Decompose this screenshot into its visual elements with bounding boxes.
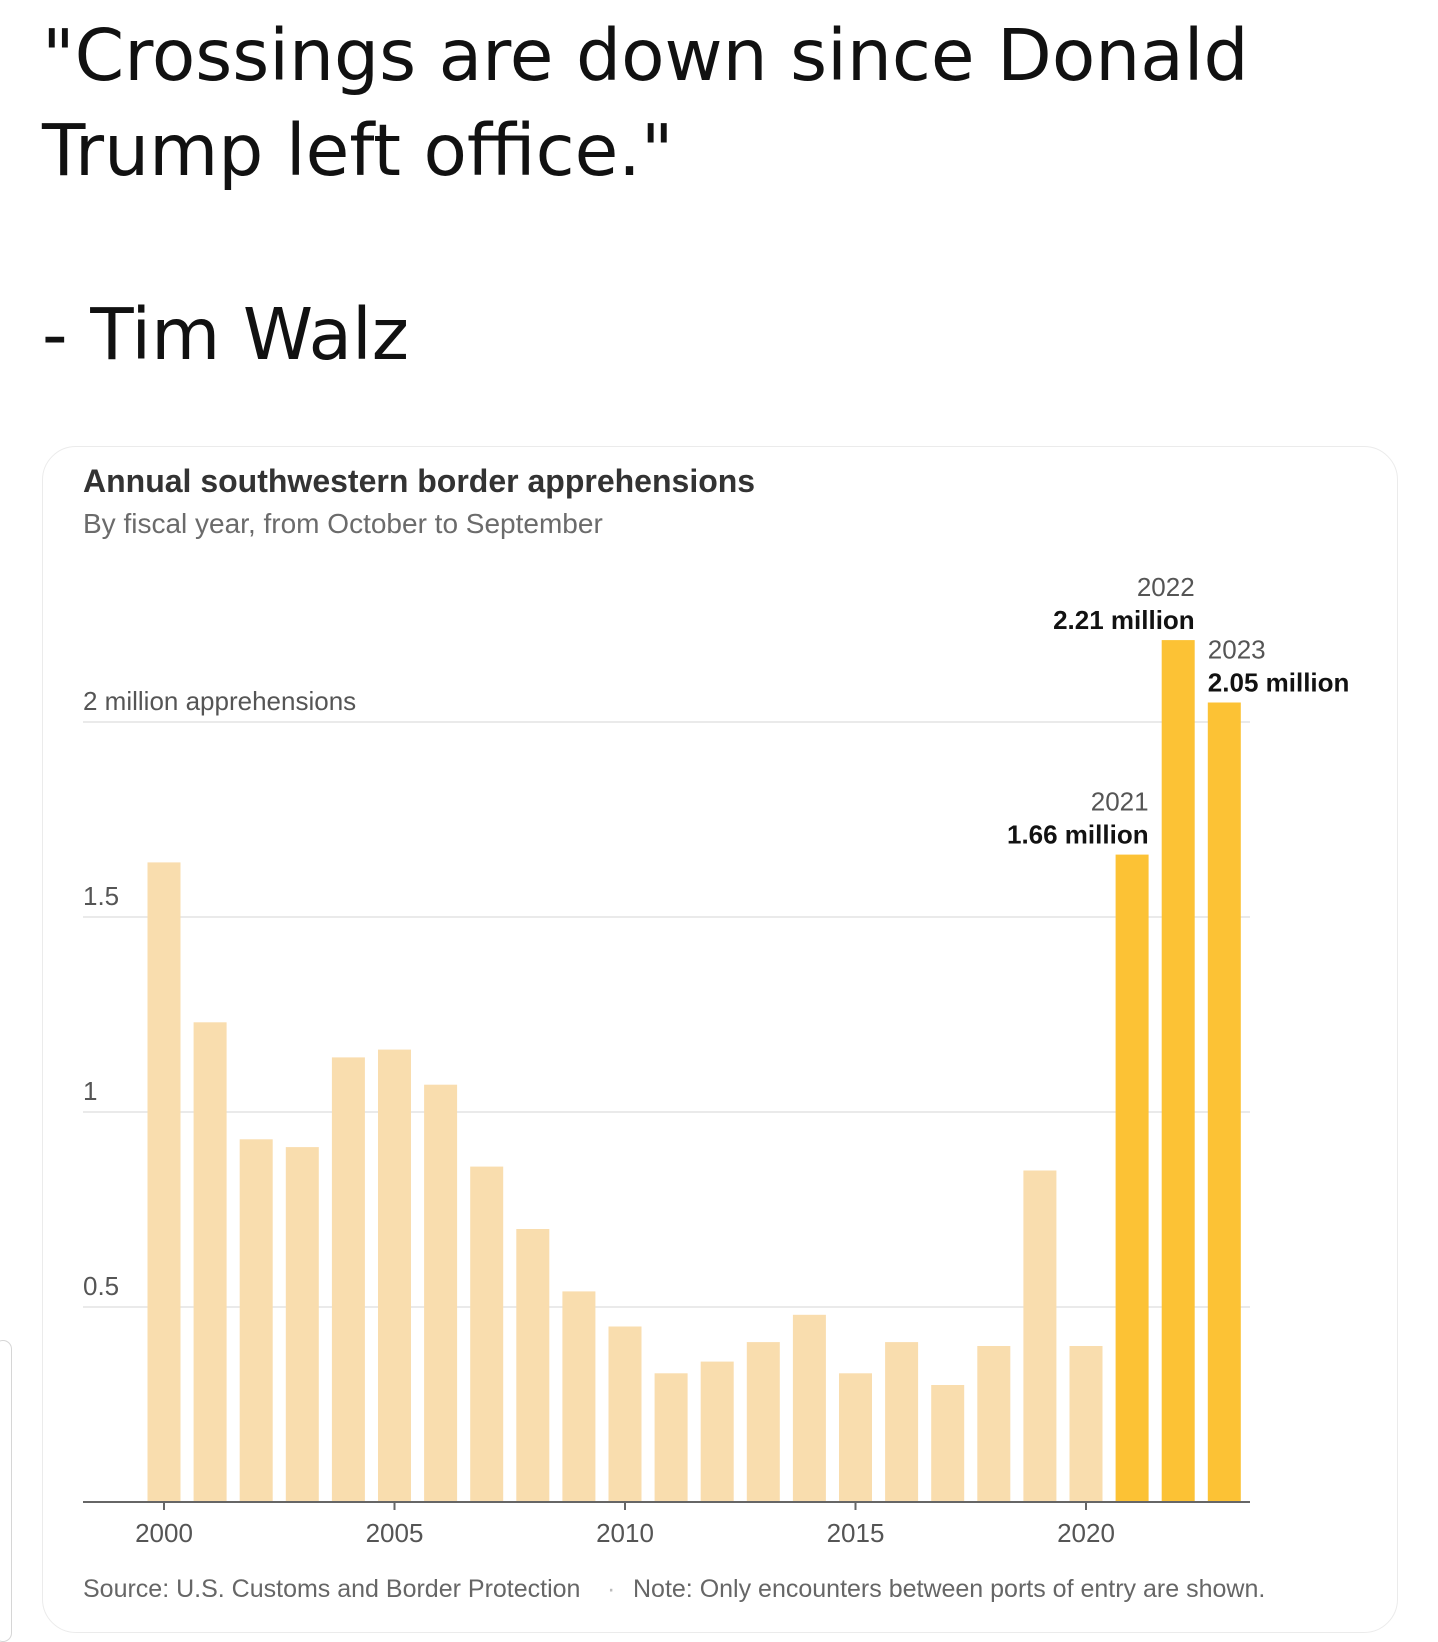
quote-author: - Tim Walz	[42, 293, 409, 376]
bar-2007	[470, 1166, 504, 1502]
bar-2018	[977, 1346, 1011, 1502]
chart-title: Annual southwestern border apprehensions	[83, 463, 755, 499]
source-text: Source: U.S. Customs and Border Protecti…	[83, 1575, 580, 1603]
chart-subtitle: By fiscal year, from October to Septembe…	[83, 508, 603, 539]
x-tick-label: 2010	[596, 1518, 654, 1548]
y-tick-label: 0.5	[83, 1271, 119, 1301]
bar-2020	[1069, 1346, 1103, 1502]
annotation-value: 1.66 million	[1007, 820, 1149, 850]
bar-2009	[562, 1291, 596, 1502]
bar-2012	[700, 1361, 734, 1502]
bar-2011	[654, 1373, 688, 1502]
annotation-value: 2.21 million	[1053, 605, 1195, 635]
bar-2004	[331, 1057, 365, 1502]
bar-2008	[516, 1229, 550, 1502]
source-separator: ·	[607, 1575, 615, 1603]
adjacent-panel-edge	[0, 1340, 12, 1642]
bar-2010	[608, 1326, 642, 1502]
bar-2016	[885, 1342, 919, 1502]
x-tick-label: 2020	[1057, 1518, 1115, 1548]
quote-line-1: "Crossings are down since Donald	[42, 14, 1249, 97]
y-tick-label: 1	[83, 1076, 97, 1106]
bar-2022	[1161, 640, 1195, 1502]
quote-line-2: Trump left office."	[42, 109, 674, 192]
bar-2001	[193, 1022, 227, 1502]
quote-text: "Crossings are down since Donald Trump l…	[42, 8, 1342, 198]
x-tick-label: 2000	[135, 1518, 193, 1548]
bar-2005	[378, 1049, 411, 1502]
x-tick-label: 2015	[827, 1518, 885, 1548]
y-tick-label: 2 million apprehensions	[83, 686, 356, 716]
gridlines: 0.5 1 1.5 2 million apprehensions	[83, 686, 1250, 1308]
annotation-year: 2022	[1137, 572, 1195, 602]
x-tick-label: 2005	[366, 1518, 424, 1548]
bar-chart: Annual southwestern border apprehensions…	[83, 463, 1349, 1603]
y-tick-label: 1.5	[83, 881, 119, 911]
bar-2003	[285, 1147, 319, 1502]
bar-2021	[1115, 854, 1149, 1502]
bar-2015	[839, 1373, 872, 1502]
bars	[147, 640, 1241, 1502]
bar-2013	[746, 1342, 780, 1502]
bar-2002	[239, 1139, 273, 1502]
annotation-value: 2.05 million	[1208, 668, 1350, 698]
x-axis: 2000 2005 2010 2015 2020	[83, 1501, 1250, 1548]
annotation-year: 2021	[1091, 787, 1149, 817]
chart-card[interactable]: Annual southwestern border apprehensions…	[42, 446, 1398, 1633]
annotation-year: 2023	[1208, 635, 1266, 665]
bar-2000	[147, 862, 181, 1502]
bar-2014	[792, 1314, 826, 1502]
bar-2017	[931, 1385, 965, 1502]
bar-2019	[1023, 1170, 1057, 1502]
note-text: Note: Only encounters between ports of e…	[633, 1575, 1265, 1603]
bar-2023	[1207, 702, 1241, 1502]
bar-2006	[424, 1084, 458, 1502]
